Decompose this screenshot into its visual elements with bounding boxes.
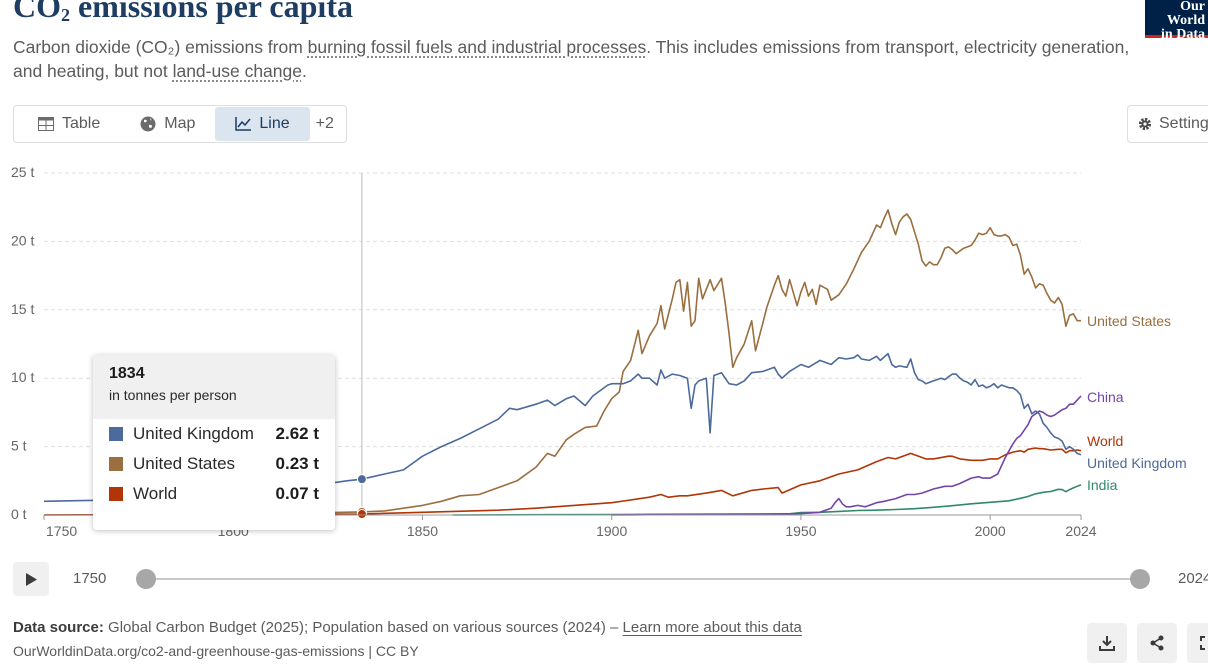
share-button[interactable] <box>1137 623 1177 663</box>
series-label[interactable]: China <box>1087 389 1124 405</box>
x-tick-label: 1750 <box>46 523 77 539</box>
line-chart-icon <box>235 117 252 131</box>
chart-title: CO2 emissions per capita <box>13 0 353 25</box>
legend-swatch <box>109 457 123 471</box>
definition-link-fossil-fuels[interactable]: burning fossil fuels and industrial proc… <box>307 37 647 57</box>
timeline-track[interactable] <box>148 578 1141 580</box>
tab-more[interactable]: +2 <box>315 115 334 132</box>
share-icon <box>1150 635 1164 651</box>
series-line-world[interactable] <box>43 447 1082 516</box>
credit-line[interactable]: OurWorldinData.org/co2-and-greenhouse-ga… <box>13 643 419 659</box>
timeline-start-handle[interactable] <box>136 569 156 589</box>
y-tick-label: 25 t <box>11 164 34 180</box>
series-line-china[interactable] <box>611 395 1082 516</box>
download-icon <box>1099 636 1115 651</box>
gear-icon <box>1138 117 1152 131</box>
y-tick-label: 10 t <box>11 369 34 385</box>
x-tick-label: 1950 <box>785 523 816 539</box>
x-tick-label: 2000 <box>975 523 1006 539</box>
learn-more-link[interactable]: Learn more about this data <box>622 619 802 636</box>
tooltip-year: 1834 <box>109 365 145 382</box>
tab-table[interactable]: Table <box>18 107 120 141</box>
series-label[interactable]: United States <box>1087 313 1171 329</box>
timeline: 1750 2024 <box>13 562 1208 596</box>
tooltip-row: United Kingdom 2.62 t <box>93 419 335 449</box>
tooltip-row: World 0.07 t <box>93 479 335 509</box>
legend-swatch <box>109 427 123 441</box>
tooltip-unit: in tonnes per person <box>109 387 237 403</box>
chart-subtitle: Carbon dioxide (CO₂) emissions from burn… <box>13 37 1130 81</box>
globe-icon <box>140 116 156 132</box>
play-icon <box>26 572 37 586</box>
series-label[interactable]: United Kingdom <box>1087 455 1187 471</box>
timeline-start-label: 1750 <box>73 570 107 587</box>
line-chart[interactable]: 0 t 5 t 10 t 15 t 20 t 25 t United States Unit… <box>0 0 1208 560</box>
y-tick-label: 20 t <box>11 232 34 248</box>
timeline-end-handle[interactable] <box>1130 569 1150 589</box>
series-label[interactable]: India <box>1087 477 1118 493</box>
data-source: Data source: Global Carbon Budget (2025)… <box>13 619 802 636</box>
fullscreen-button[interactable] <box>1187 623 1208 663</box>
hover-point <box>356 509 367 520</box>
owid-logo[interactable]: Our World in Data <box>1145 0 1208 42</box>
timeline-end-label: 2024 <box>1178 570 1208 587</box>
download-button[interactable] <box>1087 623 1127 663</box>
x-tick-label: 1900 <box>596 523 627 539</box>
y-tick-label: 5 t <box>11 438 27 454</box>
tooltip: 1834 in tonnes per person United Kingdom… <box>93 355 335 530</box>
legend-swatch <box>109 487 123 501</box>
tab-line[interactable]: Line <box>215 107 310 141</box>
series-label[interactable]: World <box>1087 433 1123 449</box>
series-line-united-states[interactable] <box>233 209 1081 515</box>
y-tick-label: 0 t <box>11 506 27 522</box>
tooltip-row: United States 0.23 t <box>93 449 335 479</box>
x-tick-label: 1850 <box>407 523 438 539</box>
tab-map[interactable]: Map <box>120 107 215 141</box>
view-tabs: Table Map Line +2 <box>13 105 347 143</box>
x-tick-label: 2024 <box>1065 523 1096 539</box>
settings-button[interactable]: Settings <box>1127 105 1208 143</box>
series-line-united-kingdom[interactable] <box>43 352 1082 503</box>
play-button[interactable] <box>13 562 49 596</box>
y-tick-label: 15 t <box>11 301 34 317</box>
table-icon <box>38 117 54 131</box>
expand-icon <box>1200 636 1205 650</box>
definition-link-land-use[interactable]: land-use change <box>172 61 302 81</box>
hover-point <box>356 474 367 485</box>
